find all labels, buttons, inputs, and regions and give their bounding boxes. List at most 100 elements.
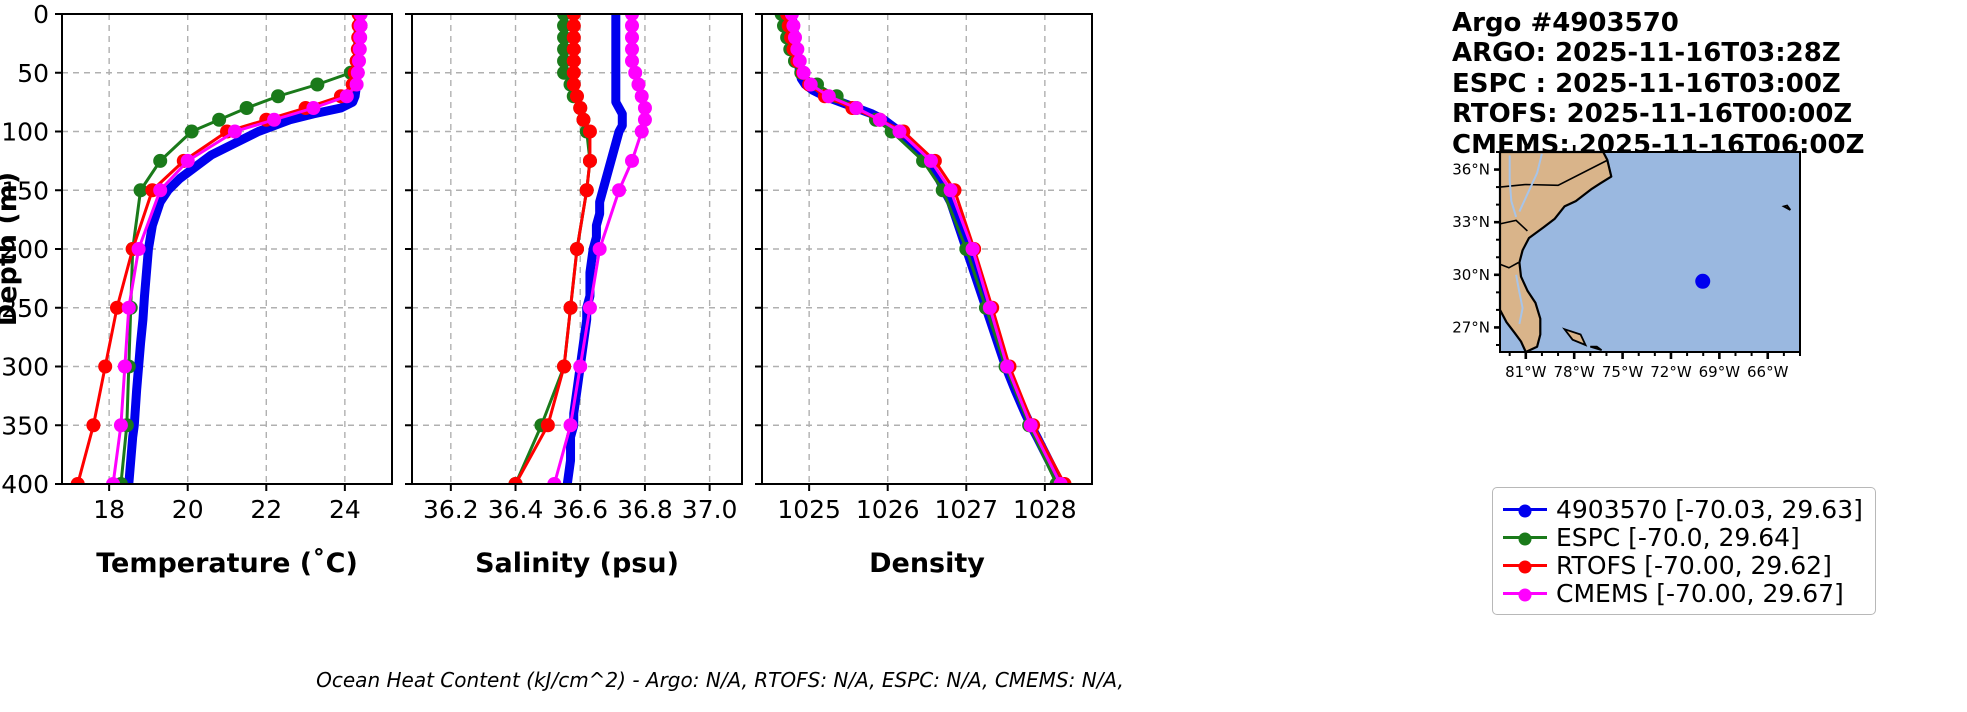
y-tick-label: 50 [17, 59, 49, 88]
series-marker-cmems [592, 242, 607, 256]
y-tick-label: 250 [1, 294, 49, 323]
salinity-panel: 36.2 36.4 36.6 36.8 37.0 Salinity (psu) [405, 13, 743, 579]
series-marker-cmems [625, 30, 639, 45]
map-lon-label: 75°W [1602, 363, 1644, 381]
map-svg: 36°N 33°N 30°N 27°N 81°W 78°W 75°W 72°W 69°W 66°W [1452, 145, 1801, 381]
x-tick-label: 1027 [934, 495, 998, 524]
map-lon-label: 81°W [1505, 363, 1547, 381]
legend-line-swatch [1503, 588, 1547, 601]
series-marker-cmems [121, 300, 136, 315]
legend-item[interactable]: ESPC [-70.0, 29.64] [1503, 523, 1863, 552]
series-marker-espc [557, 30, 572, 45]
river [1508, 155, 1518, 218]
series-marker-espc [212, 112, 227, 127]
series-marker-cmems [1053, 477, 1068, 484]
series-marker-cmems [612, 183, 627, 198]
y-axis-label: Depth (m) [0, 172, 23, 326]
legend-marker-dot [1518, 504, 1532, 517]
series-marker-espc [153, 153, 168, 168]
state-border [1499, 261, 1519, 269]
x-tick-label: 36.4 [488, 495, 544, 524]
series-marker-rtofs [576, 112, 591, 127]
y-tick-label: 0 [33, 0, 49, 29]
series-marker-rtofs [570, 89, 584, 104]
state-border [1499, 219, 1528, 232]
series-marker-cmems [1000, 359, 1015, 374]
series-marker-cmems [625, 18, 639, 33]
map-lon-label: 69°W [1699, 363, 1741, 381]
series-marker-cmems [790, 42, 805, 57]
series-marker-rtofs [566, 77, 581, 92]
series-marker-cmems [180, 153, 195, 168]
series-marker-rtofs [508, 477, 523, 484]
state-border [1499, 159, 1609, 188]
series-marker-cmems [792, 54, 807, 68]
series-marker-cmems [634, 124, 649, 139]
x-tick-label: 1028 [1013, 495, 1077, 524]
series-marker-cmems [849, 101, 864, 115]
series-marker-cmems [637, 101, 652, 115]
series-marker-cmems [349, 77, 364, 92]
series-marker-cmems [786, 18, 801, 33]
map-lat-label: 30°N [1452, 266, 1490, 284]
legend-label: 4903570 [-70.03, 29.63] [1556, 494, 1863, 524]
series-marker-cmems [106, 477, 121, 484]
series-marker-cmems [892, 124, 907, 139]
legend-item[interactable]: CMEMS [-70.00, 29.67] [1503, 578, 1863, 608]
float-location-marker[interactable] [1695, 273, 1711, 289]
series-marker-cmems [625, 153, 639, 168]
x-tick-label: 1026 [856, 495, 920, 524]
y-tick-label: 350 [1, 411, 49, 440]
series-marker-cmems [965, 242, 980, 256]
legend-marker-dot [1518, 588, 1532, 601]
river [1515, 274, 1524, 325]
series-marker-cmems [637, 112, 652, 127]
series-marker-cmems [628, 65, 643, 80]
y-tick-label: 100 [1, 118, 49, 147]
series-marker-cmems [803, 77, 818, 92]
series-marker-rtofs [563, 300, 578, 315]
series-marker-cmems [821, 89, 836, 104]
density-chart: 1025 1026 1027 1028 Density [755, 13, 1093, 579]
map-lon-label: 66°W [1747, 363, 1789, 381]
series-marker-cmems [796, 65, 811, 80]
y-tick-label: 150 [1, 176, 49, 205]
series-marker-cmems [1023, 418, 1038, 433]
legend-line-swatch [1503, 532, 1547, 545]
legend-item[interactable]: RTOFS [-70.00, 29.62] [1503, 551, 1863, 580]
header-espc-time: ESPC : 2025-11-16T03:00Z [1452, 68, 1841, 99]
map-frame [1499, 151, 1801, 353]
series-marker-rtofs [540, 418, 555, 433]
series-marker-cmems [353, 30, 368, 45]
island [1590, 345, 1603, 352]
y-tick-label: 200 [1, 235, 49, 264]
series-marker-rtofs [566, 65, 581, 80]
series-marker-rtofs [570, 242, 584, 256]
series-marker-rtofs [98, 359, 113, 374]
series-marker-rtofs [573, 101, 588, 115]
map-lat-label: 33°N [1452, 213, 1490, 231]
ocean-heat-content-footer: Ocean Heat Content (kJ/cm^2) - Argo: N/A… [0, 668, 1440, 692]
legend-label: CMEMS [-70.00, 29.67] [1556, 578, 1844, 608]
series-marker-espc [133, 183, 148, 198]
header-rtofs-time: RTOFS: 2025-11-16T00:00Z [1452, 99, 1853, 130]
series-marker-espc [184, 124, 199, 139]
series-marker-cmems [153, 183, 168, 198]
legend-item[interactable]: 4903570 [-70.03, 29.63] [1503, 494, 1863, 524]
series-marker-cmems [306, 101, 321, 115]
series-marker-espc [239, 101, 254, 115]
x-axis-label: Temperature (˚C) [96, 548, 358, 579]
map-lon-label: 78°W [1553, 363, 1595, 381]
legend-line-swatch [1503, 504, 1547, 517]
series-marker-rtofs [582, 153, 597, 168]
series-marker-cmems [625, 14, 639, 21]
island [1781, 204, 1792, 211]
legend-marker-dot [1518, 560, 1532, 573]
series-marker-cmems [634, 89, 649, 104]
series-marker-cmems [625, 54, 639, 68]
series-marker-rtofs [110, 300, 124, 315]
legend: 4903570 [-70.03, 29.63] ESPC [-70.0, 29.6… [1492, 487, 1876, 615]
series-marker-cmems [350, 65, 365, 80]
series-marker-rtofs [557, 359, 572, 374]
